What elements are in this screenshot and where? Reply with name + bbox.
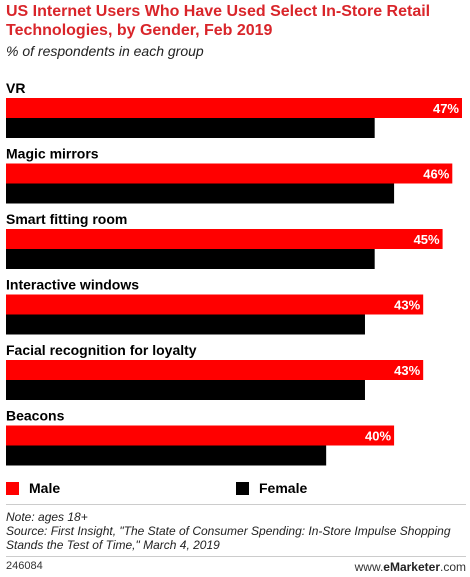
category-label-beacons: Beacons [6,408,65,424]
data-label-female-vr: 38% [346,121,372,136]
legend-swatch-male [6,481,19,495]
category-label-smart-fitting-room: Smart fitting room [6,211,127,227]
brand-prefix: www. [354,560,384,574]
bar-female-vr [6,118,375,138]
data-label-male-interactive-windows: 43% [394,298,420,313]
bar-male-beacons [6,425,395,446]
brand-link[interactable]: www.eMarketer.com [355,560,466,574]
bar-male-smart-fitting-room [6,229,443,249]
data-label-female-interactive-windows: 37% [336,318,362,333]
legend-item-male: Male [6,480,60,496]
notes: Note: ages 18+ Source: First Insight, "T… [6,510,466,552]
bar-male-interactive-windows [6,294,424,315]
bar-male-vr [6,98,462,118]
bar-male-magic-mirrors [6,163,453,184]
bar-female-beacons [6,445,327,466]
data-label-female-beacons: 33% [297,449,323,464]
data-label-male-vr: 47% [433,101,459,116]
bar-female-facial-recognition-for-loyalty [6,380,365,400]
legend-label-male: Male [29,480,61,496]
category-label-vr: VR [6,80,25,96]
data-label-male-facial-recognition-for-loyalty: 43% [394,363,420,378]
data-label-male-magic-mirrors: 46% [423,167,449,182]
data-label-female-smart-fitting-room: 38% [346,252,372,267]
note-text: Note: ages 18+ [6,510,88,524]
data-label-male-beacons: 40% [365,429,391,444]
notes-divider [6,504,466,505]
bar-female-magic-mirrors [6,183,395,204]
category-label-facial-recognition-for-loyalty: Facial recognition for loyalty [6,342,197,358]
data-label-female-facial-recognition-for-loyalty: 37% [336,383,362,398]
chart-id: 246084 [6,560,43,572]
legend-label-female: Female [259,480,308,496]
category-label-interactive-windows: Interactive windows [6,277,139,293]
footer: 246084 www.eMarketer.com [6,560,466,574]
footer-divider [6,556,466,557]
bar-female-interactive-windows [6,314,365,335]
data-label-female-magic-mirrors: 40% [365,187,391,202]
bar-chart: VR 47% 38% Magic mirrors 46% 40% Smart fitting… [6,80,462,466]
chart-subtitle: % of respondents in each group [6,43,204,59]
bar-female-smart-fitting-room [6,249,375,269]
legend-swatch-female [236,481,249,495]
brand-suffix: .com [439,560,466,574]
legend-item-female: Female [236,480,307,496]
chart-title: US Internet Users Who Have Used Select I… [6,3,431,39]
brand-name: eMarketer [383,560,440,574]
category-label-magic-mirrors: Magic mirrors [6,146,99,162]
bar-male-facial-recognition-for-loyalty [6,360,424,380]
data-label-male-smart-fitting-room: 45% [414,232,440,247]
source-text: Source: First Insight, "The State of Con… [6,524,451,552]
